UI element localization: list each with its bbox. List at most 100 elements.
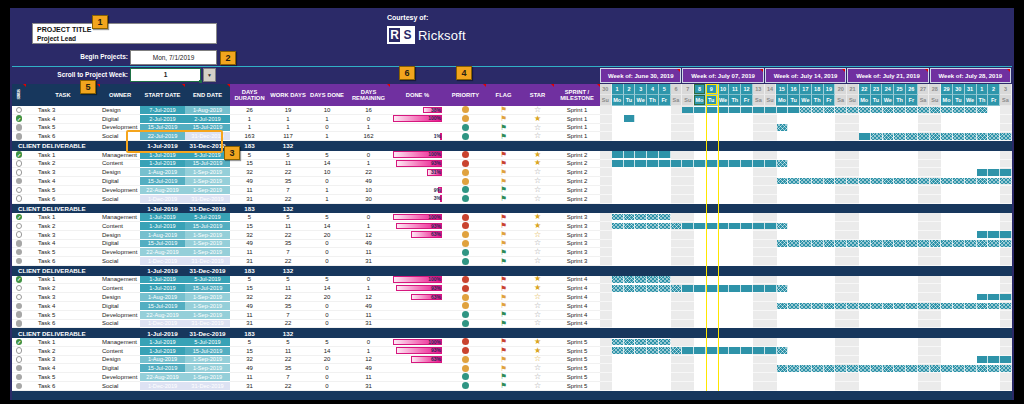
days-done-cell[interactable]: 14 [307,160,347,169]
sprint-cell[interactable]: Sprint 4 [554,320,600,329]
week-header[interactable]: Week of: July 28, 2019 [930,68,1011,83]
task-cell[interactable]: Task 1 [26,338,100,347]
dow-cell[interactable]: Su [847,95,859,106]
task-row[interactable]: Task 5Development22-Aug-20191-Sep-201911… [12,186,1012,195]
flag-cell[interactable]: ⚑ [486,106,521,115]
start-date-cell[interactable]: 22-Aug-2019 [140,248,185,257]
dow-cell[interactable]: Tu [706,95,718,106]
done-pct-cell[interactable] [390,124,445,133]
dow-cell[interactable]: Sa [671,95,683,106]
sprint-cell[interactable]: Sprint 3 [554,257,600,266]
end-date-cell[interactable]: 1-Sep-2019 [185,186,230,195]
days-duration-cell[interactable]: 11 [230,311,269,320]
flag-cell[interactable]: ⚑ [486,168,521,177]
status-cell[interactable] [12,177,26,186]
star-cell[interactable]: ☆ [521,186,554,195]
end-date-cell[interactable]: 1-Sep-2019 [185,248,230,257]
flag-cell[interactable]: ⚑ [486,115,521,124]
done-pct-cell[interactable]: 9% [390,186,445,195]
flag-cell[interactable]: ⚑ [486,213,521,222]
week-header[interactable]: Week of: July 21, 2019 [847,68,928,83]
dow-cell[interactable]: Su [682,95,694,106]
days-remaining-cell[interactable]: 31 [347,320,390,329]
gantt-row[interactable] [600,222,1012,231]
start-date-cell[interactable]: 1-Jul-2019 [140,347,185,356]
column-header-rem[interactable]: DAYS REMAINING [347,84,390,106]
gantt-row[interactable] [600,356,1012,365]
work-days-cell[interactable]: 35 [269,240,307,249]
start-date-cell[interactable]: 22-Aug-2019 [140,186,185,195]
dow-cell[interactable]: Mo [859,95,871,106]
sprint-cell[interactable]: Sprint 3 [554,213,600,222]
dow-cell[interactable]: Th [977,95,989,106]
work-days-cell[interactable]: 11 [269,347,307,356]
days-done-cell[interactable]: 0 [307,257,347,266]
day-number-cell[interactable]: 3 [1000,84,1012,95]
days-remaining-cell[interactable]: 12 [347,293,390,302]
dow-cell[interactable]: We [800,95,812,106]
task-row[interactable]: Task 2Content1-Jul-201915-Jul-2019151114… [12,347,1012,356]
days-remaining-cell[interactable]: 1 [347,347,390,356]
days-done-cell[interactable]: 0 [307,248,347,257]
status-cell[interactable] [12,248,26,257]
sprint-cell[interactable]: Sprint 4 [554,276,600,285]
done-pct-cell[interactable] [390,248,445,257]
gantt-row[interactable] [600,302,1012,311]
priority-cell[interactable] [445,124,486,133]
start-date-cell[interactable]: 15-Jul-2019 [140,240,185,249]
done-pct-cell[interactable] [390,302,445,311]
days-duration-cell[interactable]: 49 [230,364,269,373]
end-date-cell[interactable]: 1-Sep-2019 [185,311,230,320]
day-number-cell[interactable]: 18 [812,84,824,95]
star-cell[interactable]: ☆ [521,364,554,373]
gantt-row[interactable] [600,231,1012,240]
star-cell[interactable]: ☆ [521,356,554,365]
flag-cell[interactable]: ⚑ [486,177,521,186]
task-cell[interactable]: Task 6 [26,257,100,266]
flag-cell[interactable]: ⚑ [486,293,521,302]
flag-cell[interactable]: ⚑ [486,302,521,311]
work-days-cell[interactable]: 22 [269,231,307,240]
status-cell[interactable] [12,160,26,169]
work-days-cell[interactable]: 7 [269,248,307,257]
status-cell[interactable] [12,124,26,133]
days-duration-cell[interactable]: 31 [230,320,269,329]
column-header-pct[interactable]: DONE % [390,84,445,106]
dow-cell[interactable]: Su [600,95,612,106]
work-days-cell[interactable]: 22 [269,320,307,329]
work-days-cell[interactable]: 35 [269,177,307,186]
day-number-cell[interactable]: 14 [765,84,777,95]
priority-cell[interactable] [445,231,486,240]
days-done-cell[interactable]: 1 [307,132,347,141]
task-cell[interactable]: Task 5 [26,373,100,382]
priority-cell[interactable] [445,311,486,320]
star-cell[interactable]: ☆ [521,177,554,186]
column-header-start[interactable]: START DATE [140,84,185,106]
day-number-cell[interactable]: 2 [988,84,1000,95]
owner-cell[interactable]: Development [100,311,140,320]
sprint-cell[interactable]: Sprint 5 [554,364,600,373]
start-date-cell[interactable]: 1-Dec-2019 [140,195,185,204]
owner-cell[interactable]: Management [100,213,140,222]
work-days-cell[interactable]: 117 [269,132,307,141]
task-cell[interactable]: Task 2 [26,347,100,356]
star-cell[interactable]: ★ [521,213,554,222]
owner-cell[interactable]: Management [100,338,140,347]
work-days-cell[interactable]: 5 [269,151,307,160]
days-done-cell[interactable]: 0 [307,311,347,320]
task-cell[interactable]: Task 5 [26,186,100,195]
owner-cell[interactable]: Design [100,293,140,302]
start-date-cell[interactable]: 1-Aug-2019 [140,293,185,302]
gantt-row[interactable] [600,106,1012,115]
done-pct-cell[interactable]: 63% [390,356,445,365]
day-number-cell[interactable]: 27 [918,84,930,95]
dow-cell[interactable]: We [635,95,647,106]
star-cell[interactable]: ★ [521,160,554,169]
end-date-cell[interactable]: 15-Jul-2019 [185,160,230,169]
task-row[interactable]: ✓Task 1Management1-Jul-20195-Jul-2019555… [12,338,1012,347]
flag-cell[interactable]: ⚑ [486,364,521,373]
day-number-cell[interactable]: 1 [612,84,624,95]
task-row[interactable]: Task 5Development22-Aug-20191-Sep-201911… [12,311,1012,320]
end-date-cell[interactable]: 31-Dec-2019 [185,382,230,391]
end-date-cell[interactable]: 5-Jul-2019 [185,276,230,285]
